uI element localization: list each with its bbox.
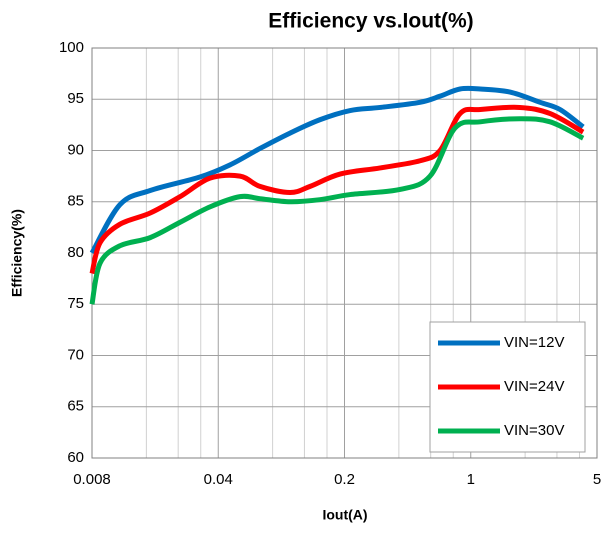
x-tick-label: 0.04 bbox=[204, 471, 233, 488]
x-tick-label: 0.008 bbox=[73, 471, 111, 488]
line-series bbox=[89, 85, 585, 255]
y-tick-label: 95 bbox=[67, 90, 84, 107]
line-series bbox=[89, 116, 585, 305]
line-series bbox=[89, 104, 585, 275]
x-tick-label: 1 bbox=[467, 471, 475, 488]
y-tick-label: 60 bbox=[67, 449, 84, 466]
y-axis-label: Efficiency(%) bbox=[9, 209, 25, 297]
y-tick-label: 85 bbox=[67, 193, 84, 210]
x-axis-label: Iout(A) bbox=[322, 507, 367, 523]
y-tick-label: 70 bbox=[67, 346, 84, 363]
y-tick-label: 90 bbox=[67, 141, 84, 158]
y-tick-label: 80 bbox=[67, 244, 84, 261]
y-tick-label: 65 bbox=[67, 398, 84, 415]
legend-label: VIN=24V bbox=[504, 378, 564, 395]
legend-label: VIN=30V bbox=[504, 422, 564, 439]
chart-title: Efficiency vs.Iout(%) bbox=[268, 10, 473, 33]
x-tick-label: 0.2 bbox=[334, 471, 355, 488]
x-tick-label: 5 bbox=[593, 471, 601, 488]
y-tick-label: 100 bbox=[59, 39, 84, 56]
y-tick-label: 75 bbox=[67, 295, 84, 312]
legend-label: VIN=12V bbox=[504, 334, 564, 351]
